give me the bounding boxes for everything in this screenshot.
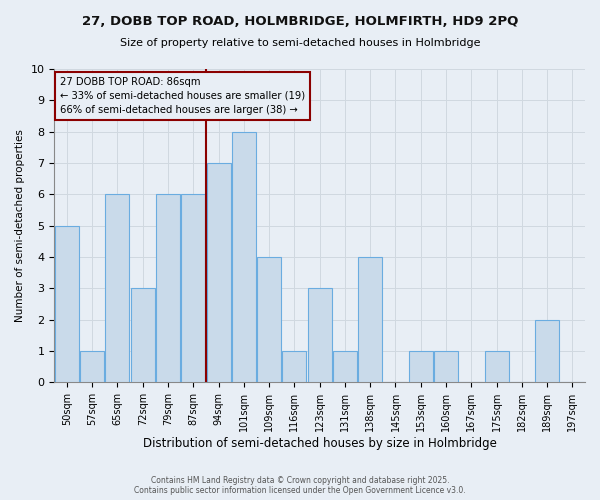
X-axis label: Distribution of semi-detached houses by size in Holmbridge: Distribution of semi-detached houses by … <box>143 437 497 450</box>
Bar <box>106 194 130 382</box>
Bar <box>206 163 230 382</box>
Bar <box>55 226 79 382</box>
Text: 27 DOBB TOP ROAD: 86sqm
← 33% of semi-detached houses are smaller (19)
66% of se: 27 DOBB TOP ROAD: 86sqm ← 33% of semi-de… <box>59 77 305 115</box>
Bar <box>409 351 433 382</box>
Bar <box>485 351 509 382</box>
Text: Contains HM Land Registry data © Crown copyright and database right 2025.
Contai: Contains HM Land Registry data © Crown c… <box>134 476 466 495</box>
Bar <box>181 194 205 382</box>
Bar <box>283 351 307 382</box>
Bar <box>232 132 256 382</box>
Bar <box>257 257 281 382</box>
Text: 27, DOBB TOP ROAD, HOLMBRIDGE, HOLMFIRTH, HD9 2PQ: 27, DOBB TOP ROAD, HOLMBRIDGE, HOLMFIRTH… <box>82 15 518 28</box>
Bar <box>535 320 559 382</box>
Bar <box>434 351 458 382</box>
Bar <box>131 288 155 382</box>
Bar <box>308 288 332 382</box>
Bar <box>156 194 180 382</box>
Bar <box>80 351 104 382</box>
Text: Size of property relative to semi-detached houses in Holmbridge: Size of property relative to semi-detach… <box>120 38 480 48</box>
Bar <box>333 351 357 382</box>
Bar <box>358 257 382 382</box>
Y-axis label: Number of semi-detached properties: Number of semi-detached properties <box>15 129 25 322</box>
